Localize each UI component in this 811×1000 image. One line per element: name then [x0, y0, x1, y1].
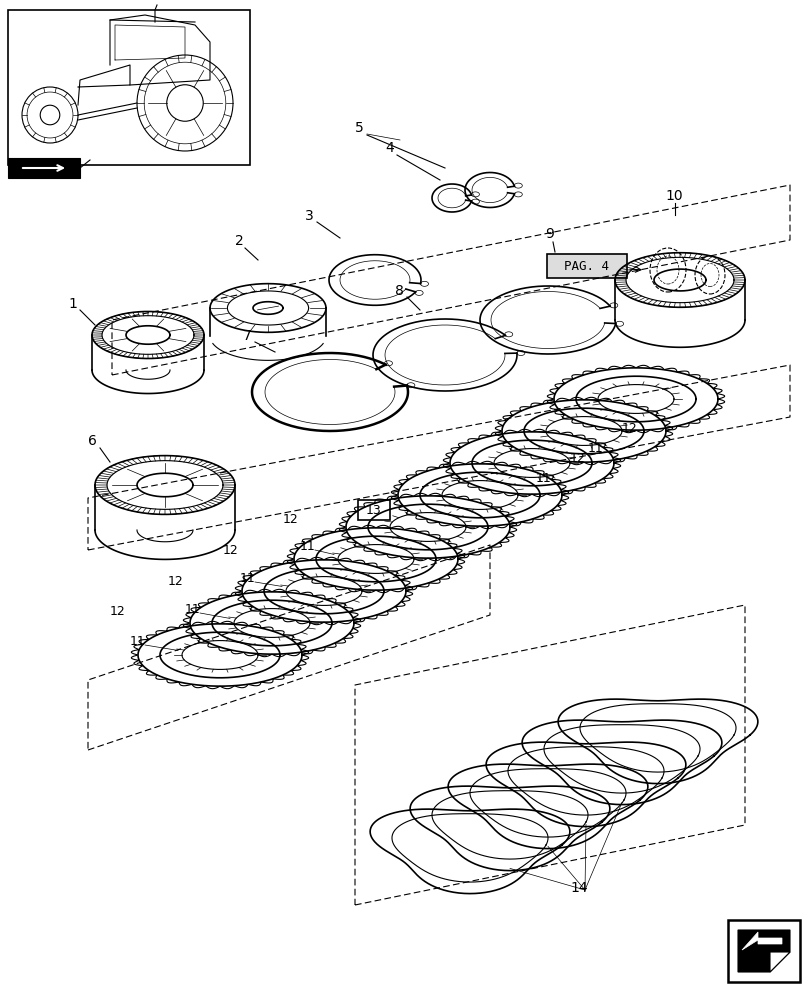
Text: 11: 11: [299, 540, 315, 553]
Text: 13: 13: [366, 504, 381, 516]
Text: 5: 5: [354, 121, 363, 135]
Text: 10: 10: [664, 189, 682, 203]
Text: 12: 12: [168, 575, 183, 588]
Text: 11: 11: [240, 572, 255, 585]
Text: 11: 11: [535, 472, 551, 485]
Text: 6: 6: [88, 434, 97, 448]
Polygon shape: [737, 930, 789, 972]
Text: PAG. 4: PAG. 4: [564, 259, 609, 272]
Text: 12: 12: [569, 452, 585, 465]
Text: 11: 11: [185, 603, 200, 616]
Text: 14: 14: [569, 881, 587, 895]
Text: 11: 11: [587, 442, 603, 455]
Text: 8: 8: [394, 284, 403, 298]
Text: 12: 12: [283, 513, 298, 526]
Bar: [8, 10, 250, 165]
Polygon shape: [769, 952, 789, 972]
Bar: [358, 500, 389, 520]
Circle shape: [22, 87, 78, 143]
Text: 9: 9: [544, 227, 553, 241]
Text: 12: 12: [621, 422, 637, 435]
Text: 3: 3: [305, 209, 313, 223]
Text: 7: 7: [242, 329, 251, 343]
Text: 12: 12: [109, 605, 126, 618]
Bar: [727, 920, 799, 982]
Polygon shape: [741, 932, 781, 950]
Text: 11: 11: [130, 635, 145, 648]
Text: 1: 1: [68, 297, 77, 311]
Bar: [8, 158, 80, 178]
Bar: [547, 254, 626, 278]
Text: 2: 2: [234, 234, 243, 248]
Circle shape: [137, 55, 233, 151]
Text: 4: 4: [384, 141, 393, 155]
Text: 12: 12: [223, 544, 238, 557]
